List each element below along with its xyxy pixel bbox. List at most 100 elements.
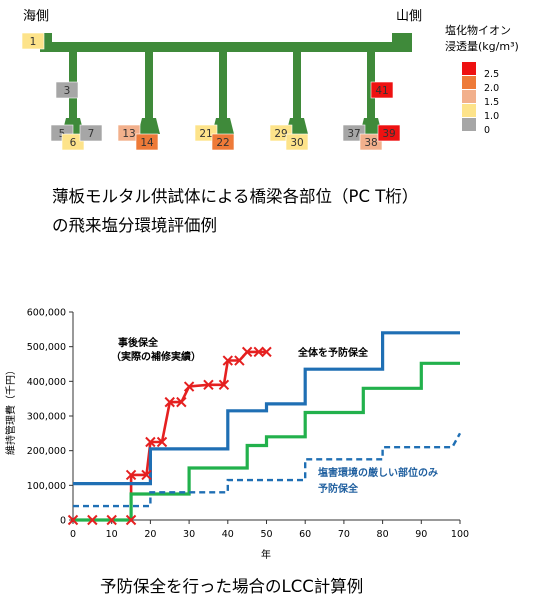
specimen-37: 37 [342,124,366,142]
specimen-id: 29 [274,128,287,140]
data-point-marker [203,379,214,391]
specimen-id: 37 [347,128,360,140]
specimen-box [285,133,309,151]
bridge-diagram: 海側 山側 1356713142122293037383941 塩化物イオン 浸… [21,9,519,151]
specimen-13: 13 [117,124,141,142]
data-point-marker [183,381,195,392]
annotation-post-maintenance: 事後保全 [118,336,159,349]
x-axis-label: 年 [261,548,271,561]
lcc-chart: 維持管理費（千円） 年 0 10 20 30 40 50 60 70 80 90 100 0 100,0… [4,308,469,562]
y-tick-label: 600,000 [27,308,66,319]
x-tick-label: 90 [415,529,427,540]
series-line-2 [73,361,460,522]
legend-label: 2.5 [484,69,499,80]
legend-swatch [462,104,476,117]
data-point-marker [67,514,79,526]
specimen-39: 39 [377,124,401,142]
chart-axes: 0 10 20 30 40 50 60 70 80 90 100 0 100,000 200,000 300… [27,308,469,541]
specimen-14: 14 [135,133,159,151]
data-point-marker [141,469,152,481]
data-point-marker [145,436,156,448]
specimen-id: 22 [216,137,229,149]
specimen-id: 30 [290,137,303,149]
chart-markers [67,346,272,526]
specimen-layer: 1356713142122293037383941 [21,32,401,151]
legend-label: 0 [484,125,490,136]
x-tick-label: 30 [183,529,195,540]
legend-swatch [462,118,476,131]
specimen-30: 30 [285,133,309,151]
x-tick-label: 40 [222,529,234,540]
x-tick-label: 0 [70,529,76,540]
legend-swatch [462,62,476,75]
legend-title: 塩化物イオン [445,23,511,37]
specimen-box [55,81,79,99]
specimen-3: 3 [55,81,79,99]
chart-caption: 予防保全を行った場合のLCC計算例 [100,577,364,596]
y-tick-label: 200,000 [27,446,66,457]
data-point-marker [125,514,137,526]
girder-flange [360,118,382,134]
specimen-38: 38 [359,133,383,151]
specimen-21: 21 [194,124,218,142]
legend: 2.5 2.0 1.5 1.0 0 [462,62,499,136]
y-tick-label: 100,000 [27,481,66,492]
data-point-marker [261,346,272,358]
x-tick-label: 70 [338,529,350,540]
specimen-1: 1 [21,32,45,50]
x-tick-label: 60 [299,529,311,540]
specimen-id: 21 [199,128,212,140]
specimen-id: 3 [64,85,71,97]
diagram-caption-line1: 薄板モルタル供試体による橋梁各部位（PC T桁） [52,187,419,206]
sea-side-label: 海側 [23,9,49,24]
data-point-marker [164,396,175,408]
deck-right-haunch [392,33,412,42]
specimen-6: 6 [61,133,85,151]
x-tick-label: 80 [377,529,389,540]
specimen-id: 7 [88,128,95,140]
data-point-marker [218,379,230,391]
y-axis-label: 維持管理費（千円） [4,365,17,455]
x-tick-label: 50 [260,529,272,540]
specimen-id: 1 [30,36,37,48]
data-point-marker [106,514,117,526]
legend-unit: 浸透量(kg/m³) [445,40,519,53]
girder-web [219,52,227,128]
bridge-section [40,33,412,134]
specimen-box [135,133,159,151]
specimen-box [61,133,85,151]
legend-swatch [462,90,476,103]
diagram-caption-line2: の飛来塩分環境評価例 [52,216,217,235]
specimen-box [117,124,141,142]
girder-flange [212,118,234,134]
data-point-marker [156,436,168,448]
data-point-marker [87,514,98,526]
specimen-41: 41 [370,81,394,99]
data-point-marker [222,355,234,366]
specimen-7: 7 [79,124,103,142]
girder-web [145,52,153,128]
specimen-box [79,124,103,142]
series-line-1 [73,331,460,486]
girder-web [293,52,301,128]
data-point-marker [125,469,137,481]
y-tick-label: 400,000 [27,377,66,388]
annotation-full-preventive: 全体を予防保全 [297,346,369,359]
y-tick-label: 0 [60,516,66,527]
legend-swatch [462,76,476,89]
specimen-box [359,133,383,151]
x-tick-label: 20 [144,529,156,540]
specimen-id: 41 [375,85,388,97]
specimen-box [370,81,394,99]
annotation-partial-preventive-2: 予防保全 [318,482,359,495]
specimen-box [342,124,366,142]
specimen-id: 39 [382,128,395,140]
legend-label: 1.0 [484,111,499,122]
girder-flange [138,118,160,134]
specimen-box [194,124,218,142]
specimen-id: 38 [364,137,377,149]
annotation-actual-repairs: （実際の補修実績） [111,350,201,363]
x-tick-label: 100 [451,529,469,540]
mountain-side-label: 山側 [396,9,422,24]
deck-slab [40,42,412,52]
